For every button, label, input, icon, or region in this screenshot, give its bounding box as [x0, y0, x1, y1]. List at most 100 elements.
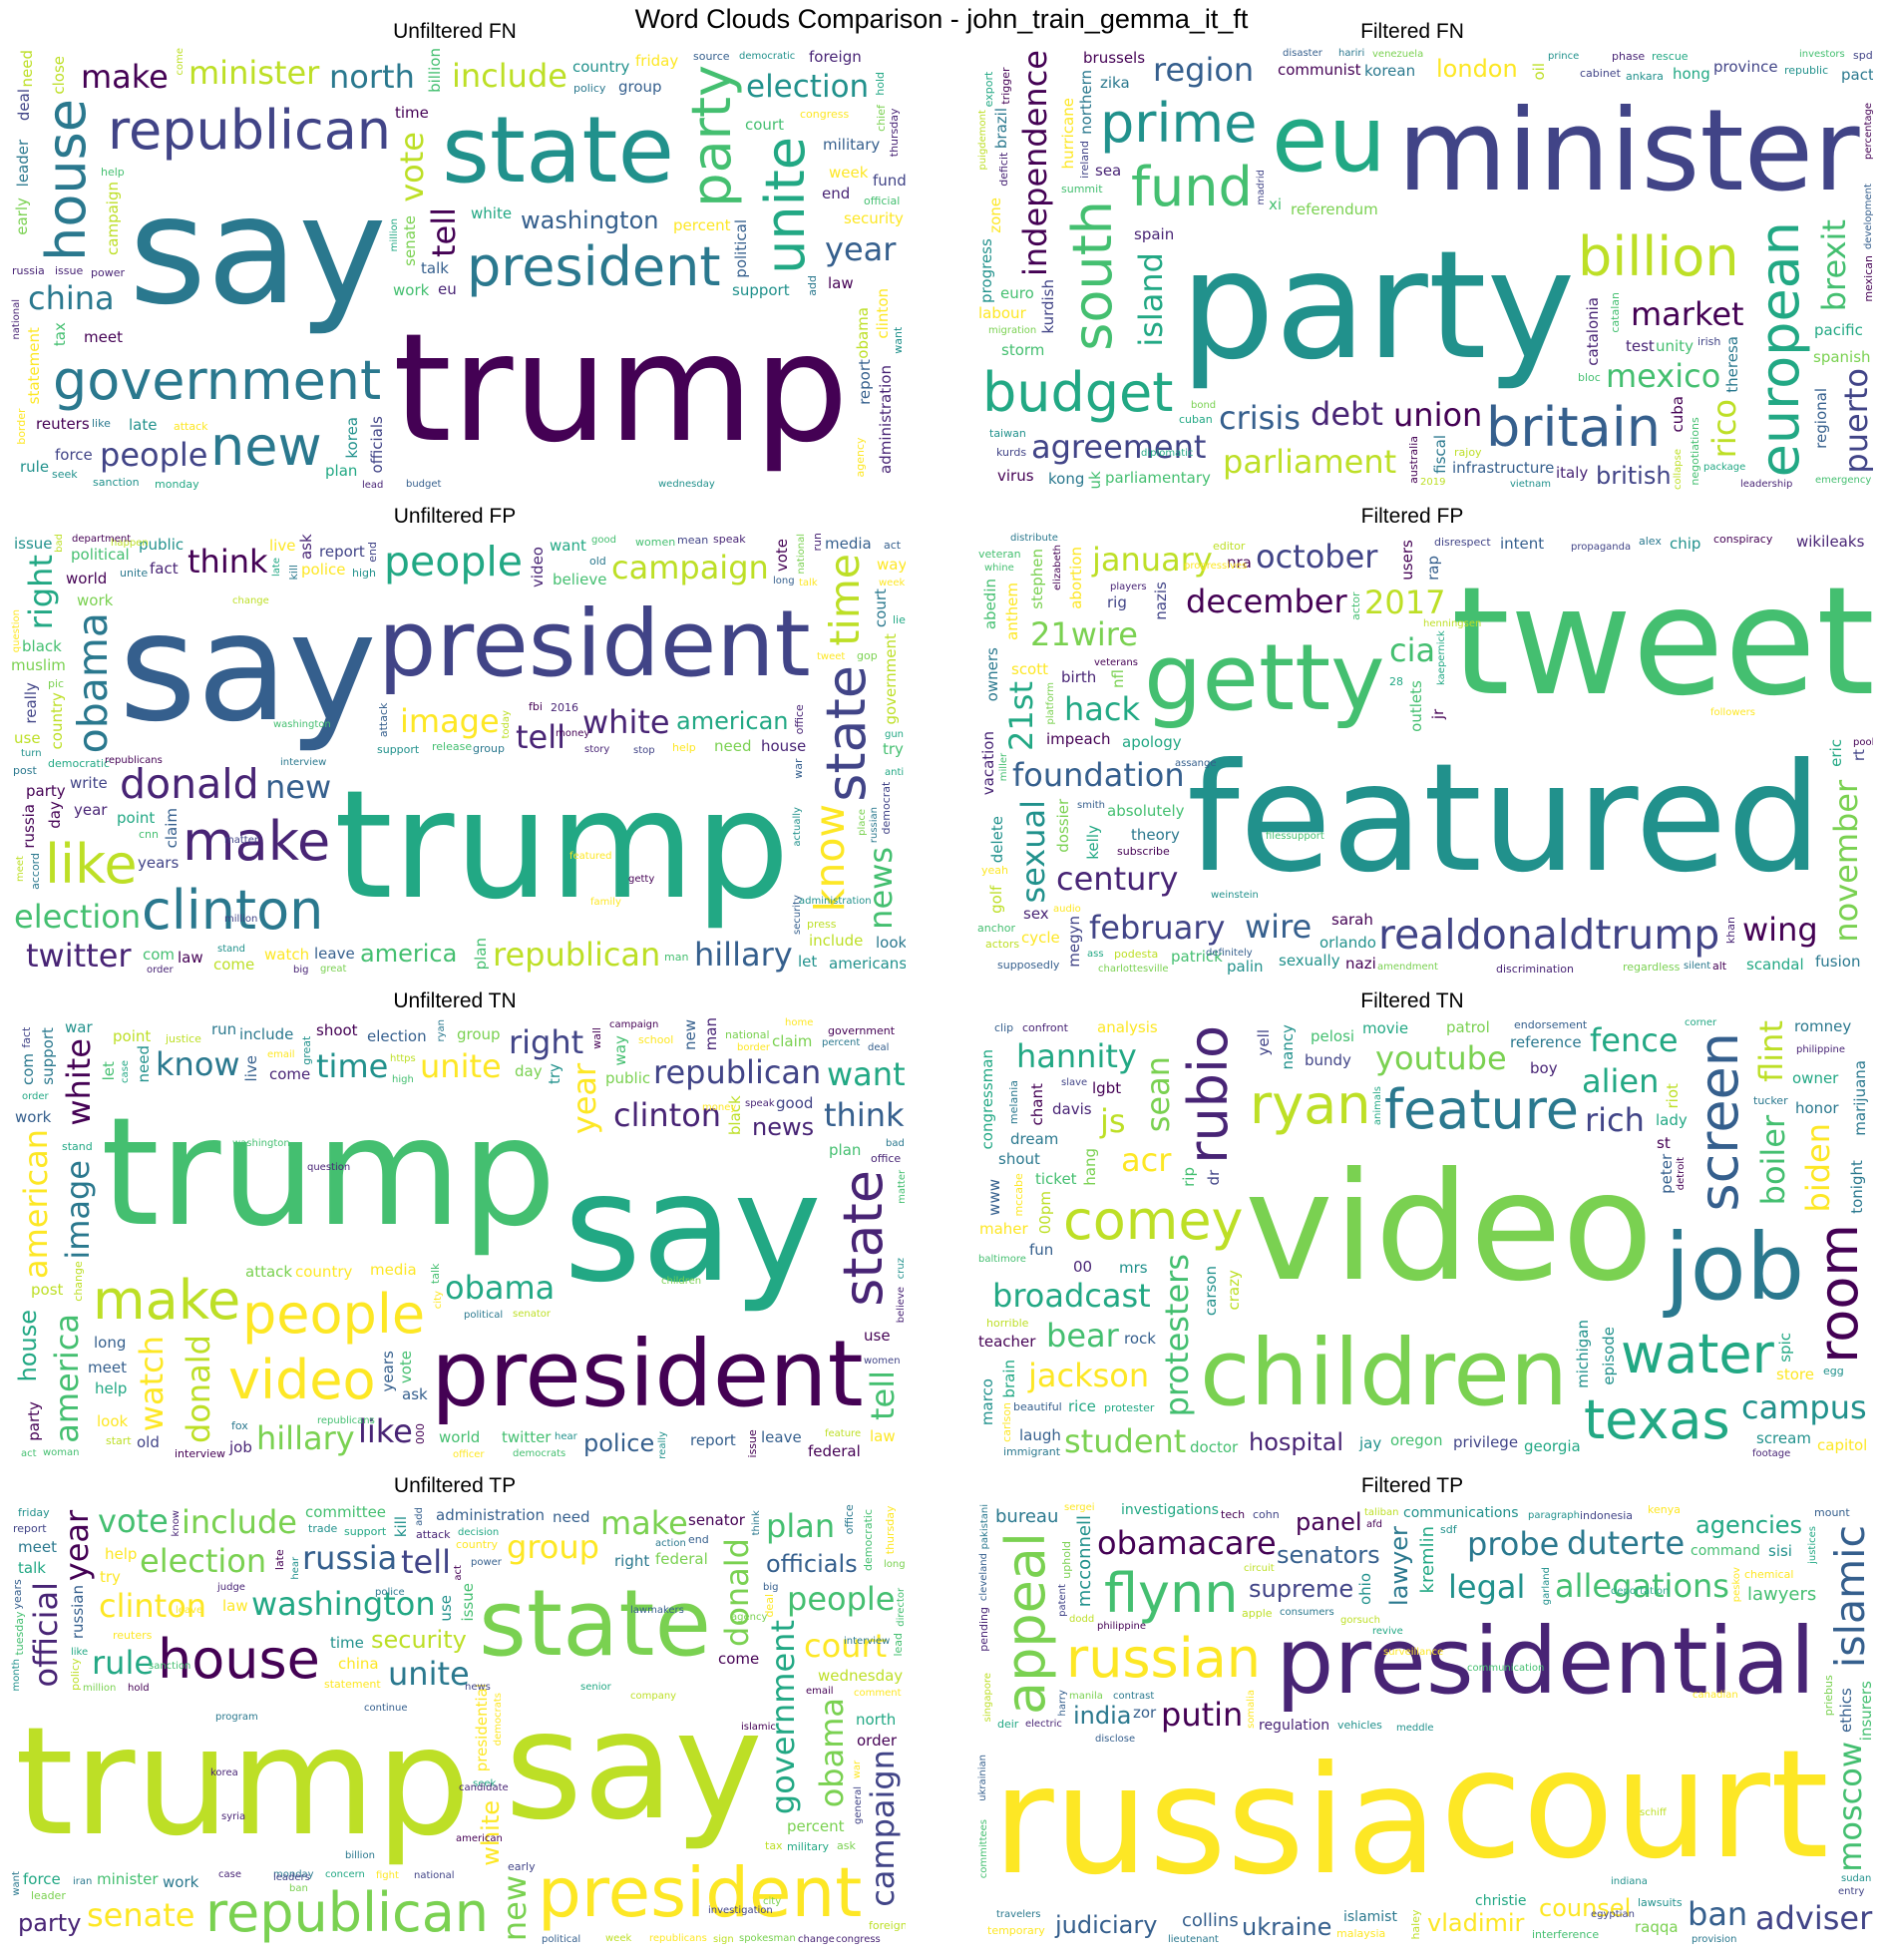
cloud-word: country — [48, 692, 66, 749]
cloud-word: change — [72, 1261, 85, 1302]
cloud-word: national — [414, 1870, 455, 1881]
cloud-word: regardless — [1623, 961, 1681, 974]
cloud-word: billion — [345, 1850, 375, 1861]
cloud-word: thursday — [888, 108, 901, 157]
cloud-word: law — [870, 1427, 896, 1445]
cloud-word: trade — [308, 1522, 338, 1535]
cloud-word: unite — [120, 567, 148, 580]
cloud-word: trigger — [999, 67, 1012, 105]
cloud-word: mean — [677, 534, 708, 547]
cloud-word: hold — [874, 72, 887, 96]
cloud-word: military — [787, 1840, 829, 1853]
cloud-word: episode — [1600, 1327, 1618, 1385]
cloud-word: right — [509, 1023, 583, 1061]
cloud-word: tweet — [1451, 556, 1873, 729]
cloud-word: let — [798, 953, 817, 971]
cloud-word: ryan — [1250, 1073, 1370, 1136]
cloud-word: priebus — [1822, 1675, 1835, 1716]
cloud-word: nazi — [1345, 955, 1376, 973]
cloud-word: vehicles — [1337, 1719, 1382, 1732]
cloud-word: republic — [1784, 64, 1828, 77]
cloud-word: power — [91, 266, 125, 279]
wordcloud-unfiltered-fn: say trump state president republican governme… — [10, 48, 906, 491]
cloud-word: want — [11, 1871, 22, 1896]
cloud-word: come — [269, 1065, 310, 1083]
cloud-word: canadian — [1693, 1690, 1738, 1701]
cloud-word: comey — [1063, 1189, 1244, 1252]
cloud-word: detroit — [1676, 1157, 1687, 1190]
cloud-word: movie — [1362, 1019, 1408, 1037]
cloud-word: make — [600, 1504, 688, 1542]
cloud-word: endorsement — [1514, 1018, 1588, 1031]
cloud-word: order — [22, 1091, 50, 1102]
cloud-word: jackson — [1027, 1357, 1149, 1394]
cloud-word: chemical — [1744, 1568, 1793, 1581]
cloud-word: video — [228, 1349, 376, 1411]
cloud-word: talk — [421, 259, 449, 277]
cloud-word: women — [635, 536, 675, 549]
wordcloud-unfiltered-tp: say trump state president house republican gov… — [10, 1502, 906, 1945]
cloud-word: start — [106, 1434, 132, 1447]
cloud-word: year — [58, 1509, 96, 1581]
cloud-word: administration — [799, 896, 872, 907]
cloud-word: american — [676, 707, 789, 735]
cloud-word: investigation — [708, 1905, 773, 1916]
cloud-word: state — [442, 97, 674, 203]
cloud-word: indiana — [1611, 1876, 1648, 1887]
cloud-word: anthem — [1003, 583, 1021, 640]
cloud-word: support — [39, 1027, 57, 1085]
cloud-word: euro — [1000, 284, 1034, 302]
cloud-word: border — [737, 1042, 771, 1053]
cloud-word: filessupport — [1266, 831, 1324, 842]
cloud-word: way — [877, 556, 906, 574]
cloud-word: apple — [1242, 1607, 1273, 1620]
cloud-word: pacific — [1814, 321, 1863, 339]
cloud-word: golf — [987, 885, 1005, 914]
cloud-word: tucker — [1753, 1094, 1788, 1107]
cloud-word: actor — [1349, 591, 1362, 620]
cloud-word: orlando — [1319, 934, 1376, 952]
cloud-word: jay — [1358, 1434, 1381, 1452]
cloud-word: early — [13, 197, 31, 235]
cloud-word: eu — [438, 280, 457, 298]
cloud-word: footage — [1752, 1448, 1790, 1459]
cloud-word: news — [862, 847, 900, 930]
cloud-word: michigan — [1574, 1320, 1592, 1388]
cloud-word: storm — [1001, 341, 1044, 359]
cloud-word: attack — [174, 420, 208, 433]
cloud-word: city — [763, 1896, 781, 1907]
cloud-word: insurers — [1857, 1681, 1873, 1741]
cloud-word: money — [702, 1102, 736, 1113]
cloud-word: attack — [245, 1263, 292, 1281]
cloud-word: lead — [892, 1633, 905, 1657]
cloud-word: post — [13, 764, 37, 777]
cloud-word: unite — [388, 1655, 470, 1693]
cloud-word: owner — [1792, 1069, 1839, 1087]
cloud-word: political — [464, 1310, 503, 1321]
cloud-word: jr — [1429, 708, 1447, 720]
cloud-word: statement — [25, 327, 43, 404]
cloud-word: lawyer — [1385, 1526, 1413, 1606]
cloud-word: georgia — [1524, 1437, 1581, 1455]
cloud-word: ankara — [1626, 70, 1664, 83]
cloud-word: agency — [854, 437, 867, 478]
cloud-word: friday — [18, 1506, 50, 1519]
cloud-word: include — [239, 1025, 293, 1043]
cloud-word: deal — [868, 1042, 889, 1053]
cloud-word: percent — [787, 1817, 845, 1835]
cloud-word: company — [630, 1691, 676, 1702]
cloud-word: try — [546, 1063, 564, 1084]
cloud-word: disaster — [1283, 48, 1323, 59]
figure-title: Word Clouds Comparison - john_train_gemm… — [634, 4, 1249, 34]
cloud-word: republican — [653, 1053, 821, 1091]
cloud-word: kelly — [1084, 825, 1102, 860]
cloud-word: people — [384, 538, 523, 586]
cloud-word: make — [93, 1269, 240, 1332]
cloud-word: vote — [397, 1351, 415, 1383]
cloud-word: story — [584, 744, 609, 755]
cloud-word: brain — [1000, 1360, 1018, 1398]
cloud-word: discrimination — [1496, 963, 1574, 976]
cloud-word: campaign — [104, 182, 122, 255]
cloud-word: russian — [1066, 1627, 1261, 1690]
cloud-word: time — [821, 554, 869, 646]
